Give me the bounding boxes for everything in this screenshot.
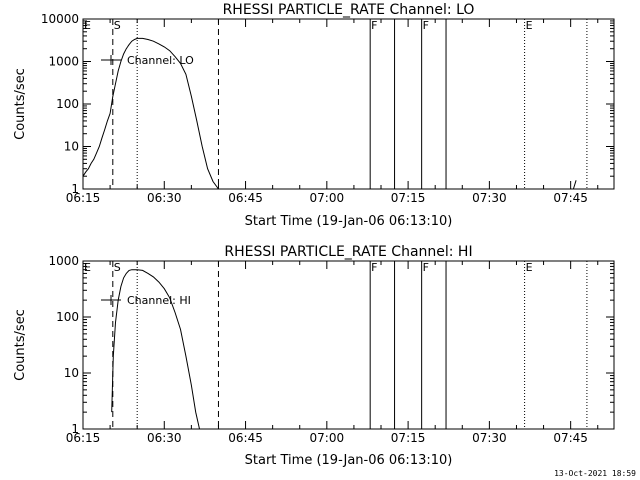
- plot-frame: [82, 18, 615, 190]
- y-tick-label: 100: [56, 310, 79, 324]
- x-tick-label: 06:45: [228, 191, 263, 205]
- event-marker-label: F: [371, 19, 377, 32]
- series-line: [111, 269, 200, 430]
- y-tick-label: 100: [56, 97, 79, 111]
- chart-title: RHESSI PARTICLE_RATE Channel: LO: [223, 2, 475, 18]
- x-tick-label: 07:15: [391, 431, 426, 445]
- event-marker-label: E: [84, 261, 91, 274]
- event-marker-label: S: [114, 261, 121, 274]
- event-marker-label: E: [84, 19, 91, 32]
- legend-label: Channel: HI: [127, 294, 191, 307]
- x-tick-label: 07:00: [310, 431, 345, 445]
- series-segment: [572, 180, 577, 190]
- x-tick-label: 06:15: [66, 431, 101, 445]
- chart-panel-1: RHESSI PARTICLE_RATE Channel: LO 06:15 06:…: [13, 2, 615, 229]
- y-axis-label: Counts/sec: [13, 309, 28, 381]
- event-marker-label: S: [114, 19, 121, 32]
- y-tick-label: 1000: [48, 254, 79, 268]
- y-tick-label: 1: [71, 422, 79, 436]
- x-tick-label: 07:00: [310, 191, 345, 205]
- chart-panel-2: RHESSI PARTICLE_RATE Channel: HI 06:15 06:…: [13, 244, 615, 468]
- event-marker-label: F: [423, 261, 429, 274]
- x-axis-label: Start Time (19-Jan-06 06:13:10): [245, 214, 453, 229]
- x-tick-label: 07:30: [472, 191, 507, 205]
- y-tick-label: 10000: [41, 12, 79, 26]
- legend-label: Channel: LO: [127, 54, 194, 67]
- series-line: [82, 37, 219, 190]
- generation-timestamp: 13-Oct-2021 18:59: [554, 469, 636, 478]
- event-marker-label: F: [423, 19, 429, 32]
- x-tick-label: 06:15: [66, 191, 101, 205]
- x-tick-label: 07:15: [391, 191, 426, 205]
- y-tick-label: 10: [64, 366, 79, 380]
- x-tick-label: 06:45: [228, 431, 263, 445]
- x-axis-label: Start Time (19-Jan-06 06:13:10): [245, 453, 453, 468]
- y-tick-label: 1: [71, 182, 79, 196]
- x-tick-label: 07:45: [553, 431, 588, 445]
- event-marker-label: E: [526, 261, 533, 274]
- x-tick-label: 06:30: [147, 431, 182, 445]
- y-axis-label: Counts/sec: [13, 68, 28, 140]
- x-tick-label: 07:45: [553, 191, 588, 205]
- event-marker-label: F: [371, 261, 377, 274]
- y-tick-label: 1000: [48, 55, 79, 69]
- event-marker-label: E: [526, 19, 533, 32]
- y-tick-label: 10: [64, 140, 79, 154]
- x-tick-label: 06:30: [147, 191, 182, 205]
- x-tick-label: 07:30: [472, 431, 507, 445]
- chart-title: RHESSI PARTICLE_RATE Channel: HI: [224, 244, 472, 260]
